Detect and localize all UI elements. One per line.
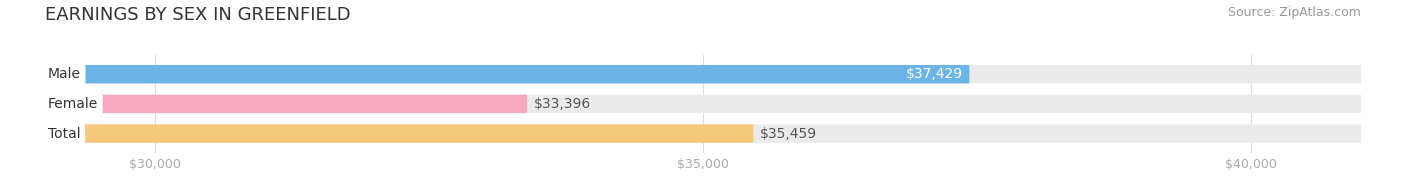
Text: Total: Total [48, 127, 80, 141]
Text: Male: Male [48, 67, 80, 81]
Text: EARNINGS BY SEX IN GREENFIELD: EARNINGS BY SEX IN GREENFIELD [45, 6, 350, 24]
FancyBboxPatch shape [45, 124, 1361, 143]
FancyBboxPatch shape [45, 65, 969, 83]
Text: Source: ZipAtlas.com: Source: ZipAtlas.com [1227, 6, 1361, 19]
Text: $33,396: $33,396 [534, 97, 591, 111]
FancyBboxPatch shape [45, 124, 754, 143]
FancyBboxPatch shape [45, 95, 1361, 113]
Text: $35,459: $35,459 [759, 127, 817, 141]
FancyBboxPatch shape [45, 65, 1361, 83]
FancyBboxPatch shape [45, 95, 527, 113]
Text: Female: Female [48, 97, 98, 111]
Text: $37,429: $37,429 [905, 67, 963, 81]
